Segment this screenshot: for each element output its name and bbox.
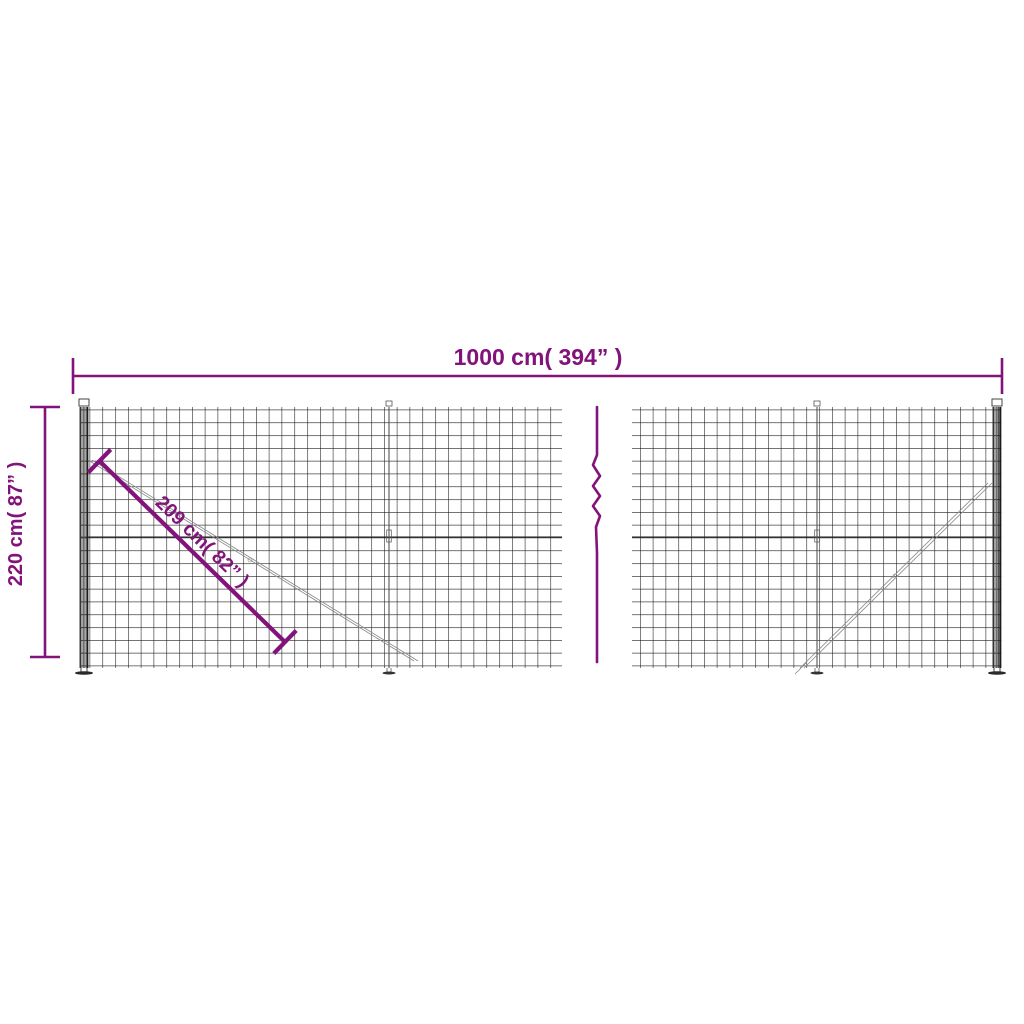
svg-text:1000 cm( 394” ): 1000 cm( 394” ) <box>454 344 623 370</box>
svg-text:220 cm( 87” ): 220 cm( 87” ) <box>5 462 27 587</box>
